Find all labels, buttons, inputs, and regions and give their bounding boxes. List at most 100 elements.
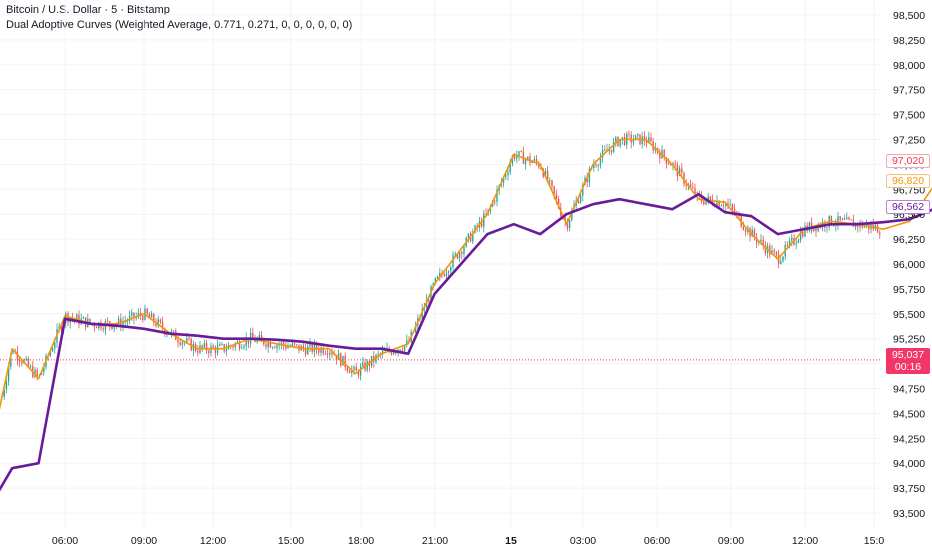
time-tick-label: 09:00 xyxy=(718,535,744,547)
candle-body xyxy=(238,341,241,349)
slow-curve-line xyxy=(0,193,932,492)
price-tick-label: 95,500 xyxy=(893,309,925,321)
price-tick-label: 94,000 xyxy=(893,458,925,470)
candle-body xyxy=(621,137,624,140)
candle-body xyxy=(817,224,819,232)
candle-body xyxy=(771,250,773,255)
candle-body xyxy=(82,317,85,319)
candle-body xyxy=(694,188,696,196)
candle-body xyxy=(461,252,463,254)
candle-body xyxy=(780,261,782,264)
candle-body xyxy=(293,343,296,345)
candle-body xyxy=(172,330,175,332)
candle-body xyxy=(381,350,384,354)
candle-body xyxy=(276,344,278,349)
candle-body xyxy=(518,151,520,156)
candlestick-series xyxy=(1,130,881,400)
candle-body xyxy=(355,366,357,371)
candle-body xyxy=(788,240,791,246)
candle-body xyxy=(837,216,839,225)
candle-body xyxy=(271,347,274,349)
candle-body xyxy=(588,168,591,183)
candle-body xyxy=(707,196,709,201)
chart-title: Bitcoin / U.S. Dollar · 5 · Bitstamp xyxy=(6,4,170,16)
candle-body xyxy=(197,350,199,353)
candle-body xyxy=(645,141,648,144)
candle-body xyxy=(610,149,613,153)
candle-body xyxy=(762,239,764,246)
candle-body xyxy=(51,348,54,352)
candle-body xyxy=(234,343,236,348)
candle-body xyxy=(612,141,615,153)
candle-body xyxy=(285,345,287,349)
time-tick-label: 09:00 xyxy=(131,535,157,547)
candle-body xyxy=(454,253,456,255)
price-tick-label: 94,750 xyxy=(893,384,925,396)
candle-body xyxy=(777,254,780,264)
candle-body xyxy=(384,350,386,352)
candle-body xyxy=(403,344,406,351)
candle-body xyxy=(153,313,155,323)
candle-body xyxy=(751,229,753,237)
candle-body xyxy=(443,274,445,277)
candle-body xyxy=(269,341,272,348)
candle-body xyxy=(681,168,683,173)
time-tick-label: 21:00 xyxy=(422,535,448,547)
candle-body xyxy=(546,170,549,182)
candle-body xyxy=(252,332,254,339)
candle-body xyxy=(863,225,866,228)
candle-body xyxy=(538,162,540,168)
candle-body xyxy=(619,139,621,146)
candle-body xyxy=(601,150,604,158)
candle-body xyxy=(692,186,694,189)
candle-body xyxy=(551,180,553,187)
chart-grid xyxy=(0,0,880,528)
time-tick-label: 03:00 xyxy=(570,535,596,547)
candle-body xyxy=(346,367,349,371)
candle-body xyxy=(142,315,144,320)
candle-body xyxy=(450,267,452,272)
fast-curve-line xyxy=(0,138,932,411)
candle-body xyxy=(804,225,806,237)
candle-body xyxy=(791,237,793,241)
candle-body xyxy=(219,344,221,346)
candle-body xyxy=(315,343,318,350)
candle-body xyxy=(716,201,718,207)
candle-body xyxy=(709,196,712,200)
candle-body xyxy=(274,347,276,349)
candle-body xyxy=(280,342,283,345)
candle-body xyxy=(7,366,10,382)
candle-body xyxy=(566,220,569,229)
candle-body xyxy=(95,326,98,329)
candle-body xyxy=(733,209,736,215)
candle-body xyxy=(357,370,360,376)
candle-body xyxy=(311,343,313,352)
candle-body xyxy=(813,227,815,232)
candle-body xyxy=(494,201,496,203)
candle-body xyxy=(604,149,606,151)
candle-body xyxy=(260,335,263,339)
candle-body xyxy=(434,277,437,284)
candle-body xyxy=(509,163,511,173)
candle-body xyxy=(291,343,294,347)
candle-body xyxy=(406,340,408,345)
candle-body xyxy=(524,159,527,164)
price-tick-label: 93,750 xyxy=(893,483,925,495)
candle-body xyxy=(392,352,395,355)
candle-body xyxy=(513,156,516,159)
candle-body xyxy=(25,358,27,360)
candle-body xyxy=(782,256,784,262)
candle-body xyxy=(324,353,327,355)
candle-body xyxy=(60,326,63,331)
candle-body xyxy=(335,354,338,361)
candle-body xyxy=(29,366,32,368)
candle-body xyxy=(150,313,153,318)
candle-body xyxy=(725,203,727,206)
candle-body xyxy=(166,333,168,335)
bar-countdown: 00:16 xyxy=(894,361,922,373)
candle-body xyxy=(531,161,533,164)
candle-body xyxy=(3,389,5,397)
candle-body xyxy=(608,149,610,152)
candle-body xyxy=(106,320,109,322)
